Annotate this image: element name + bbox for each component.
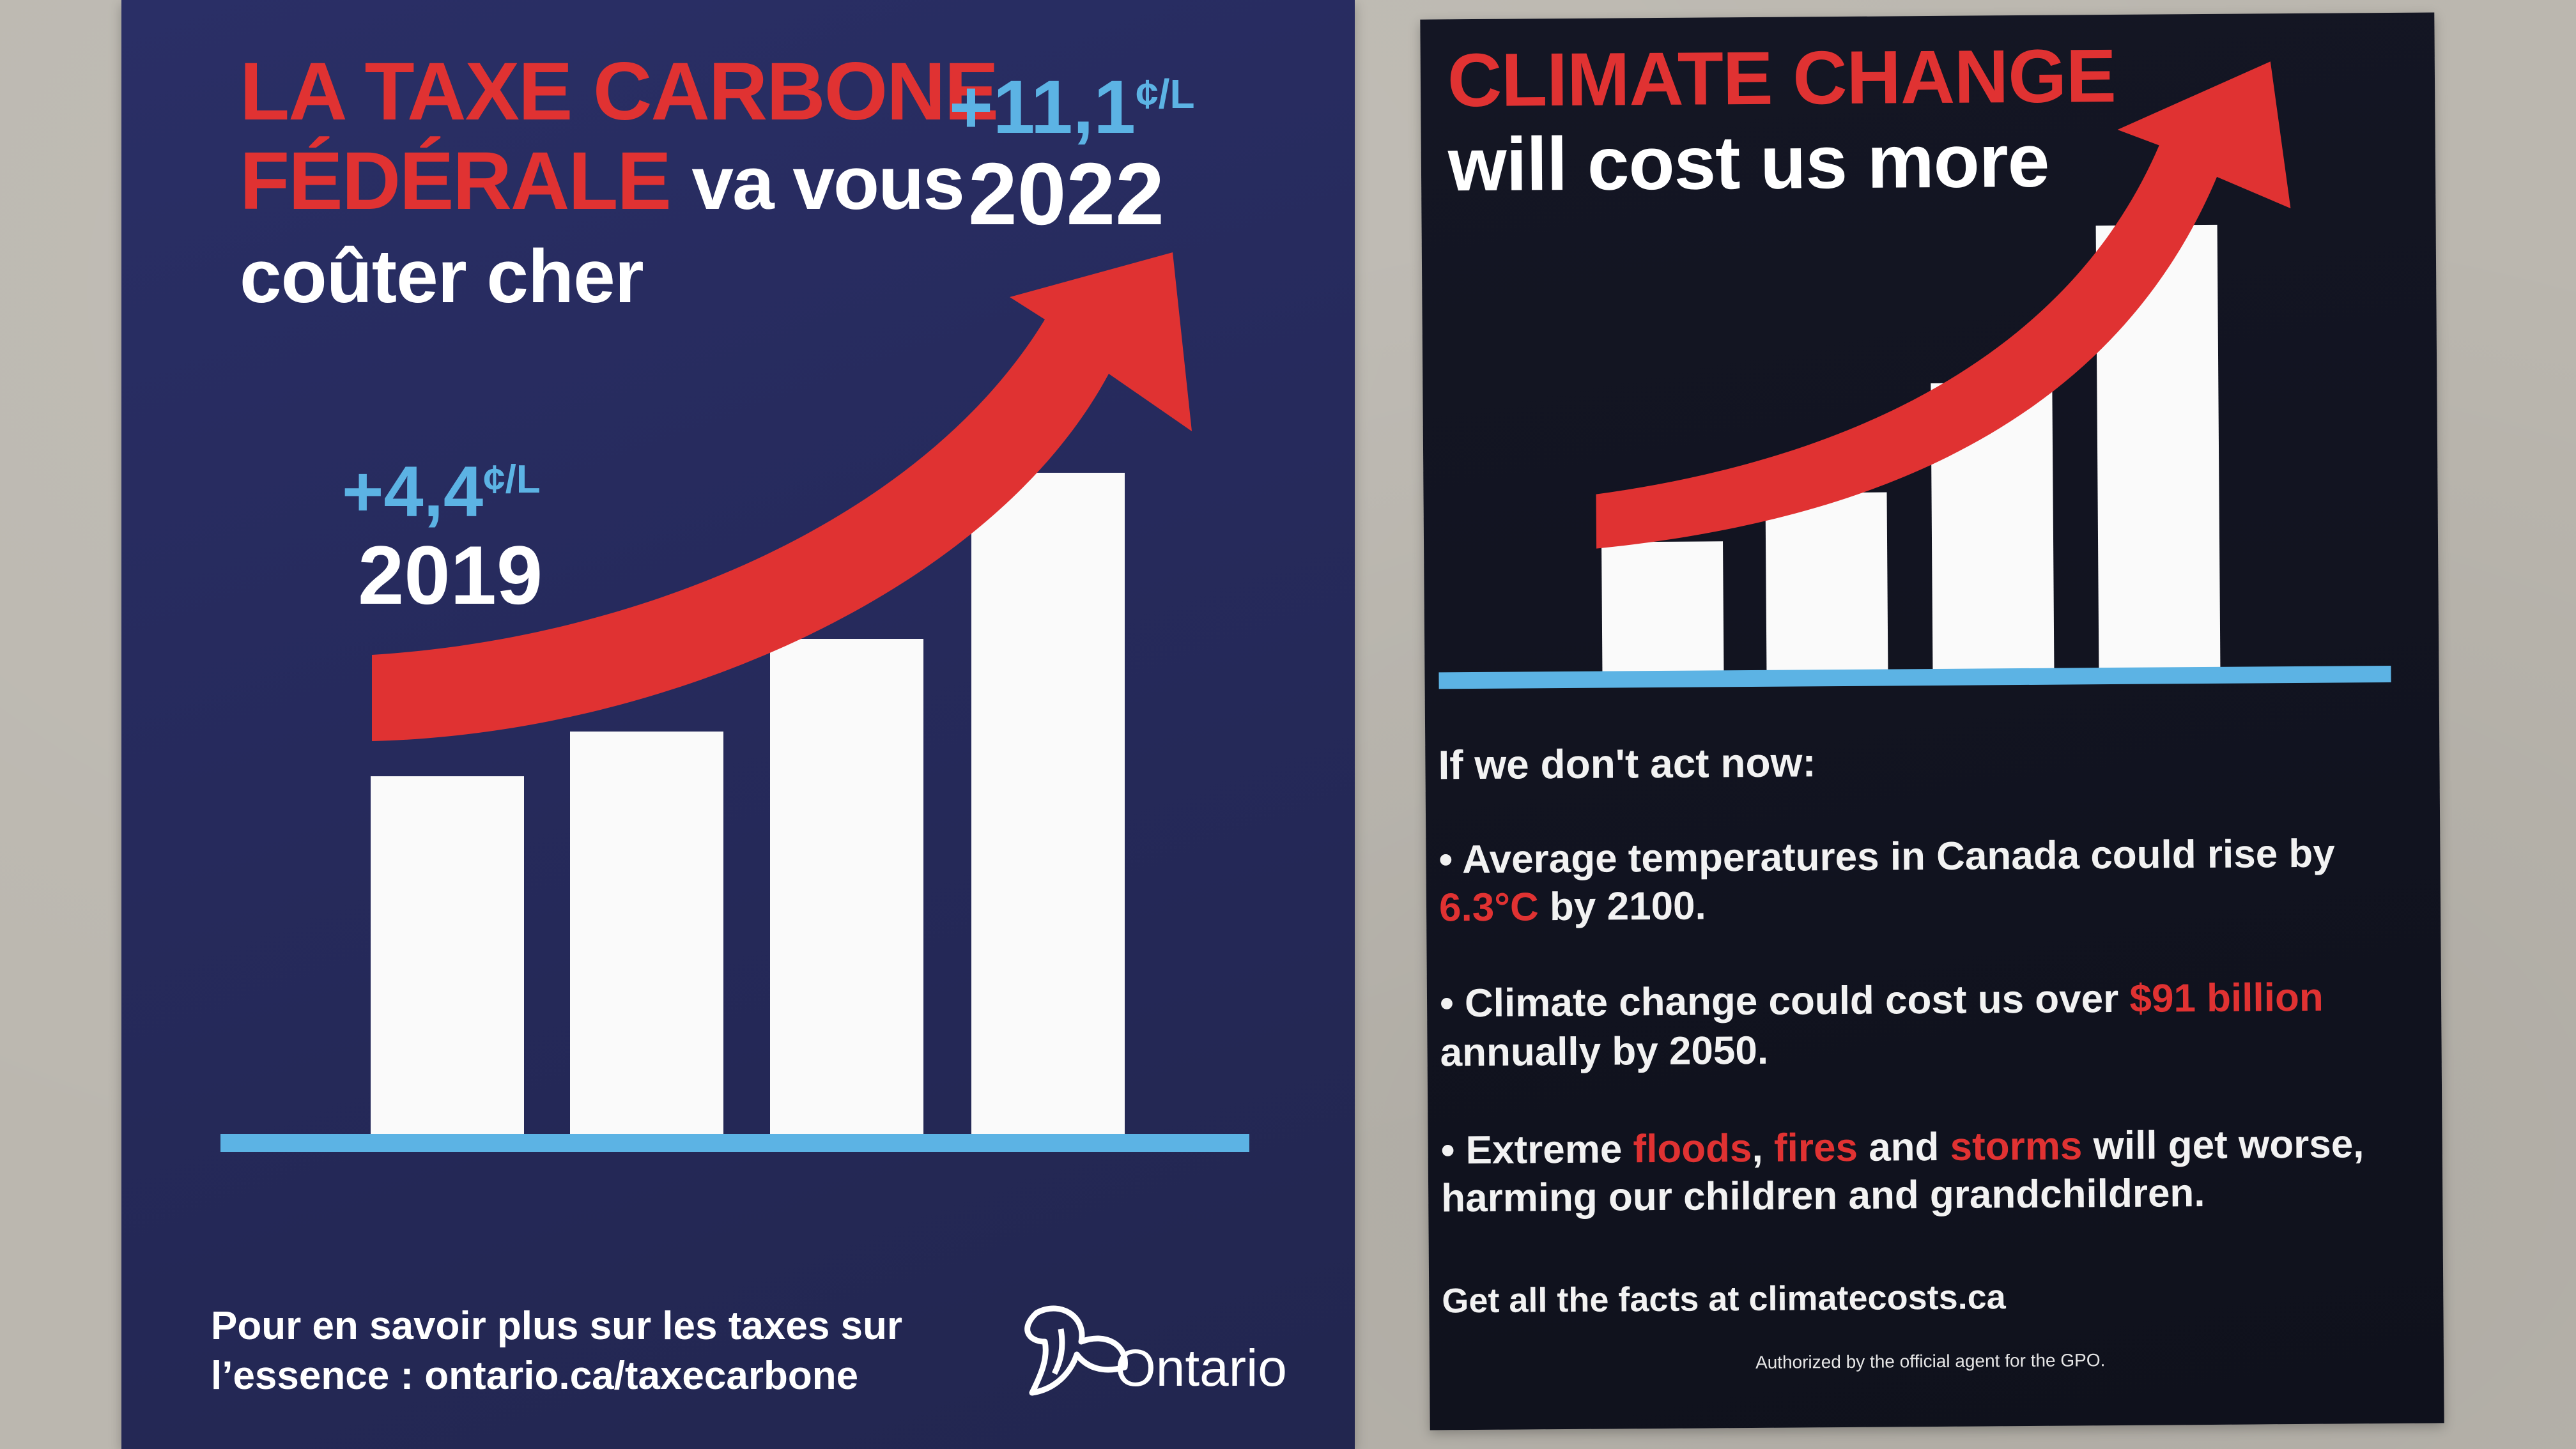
bullet-3-floods: floods <box>1633 1126 1752 1172</box>
authorized-line: Authorized by the official agent for the… <box>1755 1350 2106 1372</box>
bullet-dot-icon: • <box>1439 981 1465 1026</box>
baseline <box>220 1134 1249 1152</box>
headline-red-line-2: FÉDÉRALE <box>240 135 672 227</box>
footer-line-1: Pour en savoir plus sur les taxes sur <box>211 1304 903 1348</box>
bar-3 <box>1931 382 2055 684</box>
bullet-3-fires: fires <box>1773 1125 1858 1170</box>
bar-1 <box>371 776 524 1137</box>
flyer-carbon-tax: LA TAXE CARBONE FÉDÉRALE va vous coûter … <box>121 0 1355 1449</box>
bar-1 <box>1601 541 1724 686</box>
bullet-3-storms: storms <box>1950 1124 2083 1169</box>
label-2019-year: 2019 <box>358 528 543 622</box>
flyer-climate-change: CLIMATE CHANGE will cost us more If we d… <box>1420 12 2444 1430</box>
headline-line-2: FÉDÉRALE va vous <box>240 134 965 228</box>
bar-4 <box>2095 224 2221 683</box>
ontario-logo-text: Ontario <box>1115 1339 1287 1397</box>
label-2022-year: 2022 <box>968 145 1164 243</box>
intro-text: If we don't act now: <box>1438 739 1816 788</box>
bullet-1-line-2: 6.3°C by 2100. <box>1438 884 1706 930</box>
bar-2 <box>1765 492 1888 685</box>
baseline <box>1438 665 2391 689</box>
bullet-dot-icon: • <box>1440 1128 1466 1173</box>
label-2022-amount: +11,1¢/L <box>949 65 1195 150</box>
bar-2 <box>570 732 723 1137</box>
bullet-1-line-1: • Average temperatures in Canada could r… <box>1438 831 2335 882</box>
facts-line: Get all the facts at climatecosts.ca <box>1442 1278 2006 1321</box>
label-2019-unit: ¢/L <box>483 457 541 502</box>
rising-bar-graphic <box>220 252 1249 1152</box>
label-2022-unit: ¢/L <box>1136 71 1195 117</box>
up-arrow-icon <box>1596 61 2291 549</box>
bar-3 <box>770 639 923 1137</box>
up-arrow-icon <box>372 252 1192 741</box>
bullet-2-highlight: $91 billion <box>2129 975 2324 1021</box>
label-2019-amount: +4,4¢/L <box>342 452 541 532</box>
bullet-2-line-2: annually by 2050. <box>1440 1028 1769 1075</box>
bullet-1-highlight: 6.3°C <box>1438 885 1539 930</box>
rising-bar-graphic <box>1438 61 2391 689</box>
headline-white-line-3: coûter cher <box>240 234 644 319</box>
bullet-3-line-2: harming our children and grandchildren. <box>1440 1171 2205 1221</box>
footer-line-2: l’essence : ontario.ca/taxecarbone <box>211 1354 859 1398</box>
bullet-2-line-1: • Climate change could cost us over $91 … <box>1439 975 2324 1026</box>
headline-red-line-1: LA TAXE CARBONE <box>240 46 999 137</box>
bullet-dot-icon: • <box>1438 838 1463 882</box>
bullet-3-line-1: • Extreme floods, fires and storms will … <box>1440 1122 2364 1173</box>
trillium-icon <box>1024 1305 1128 1396</box>
bar-4 <box>971 473 1125 1137</box>
headline-white-line-2: va vous <box>691 141 964 226</box>
